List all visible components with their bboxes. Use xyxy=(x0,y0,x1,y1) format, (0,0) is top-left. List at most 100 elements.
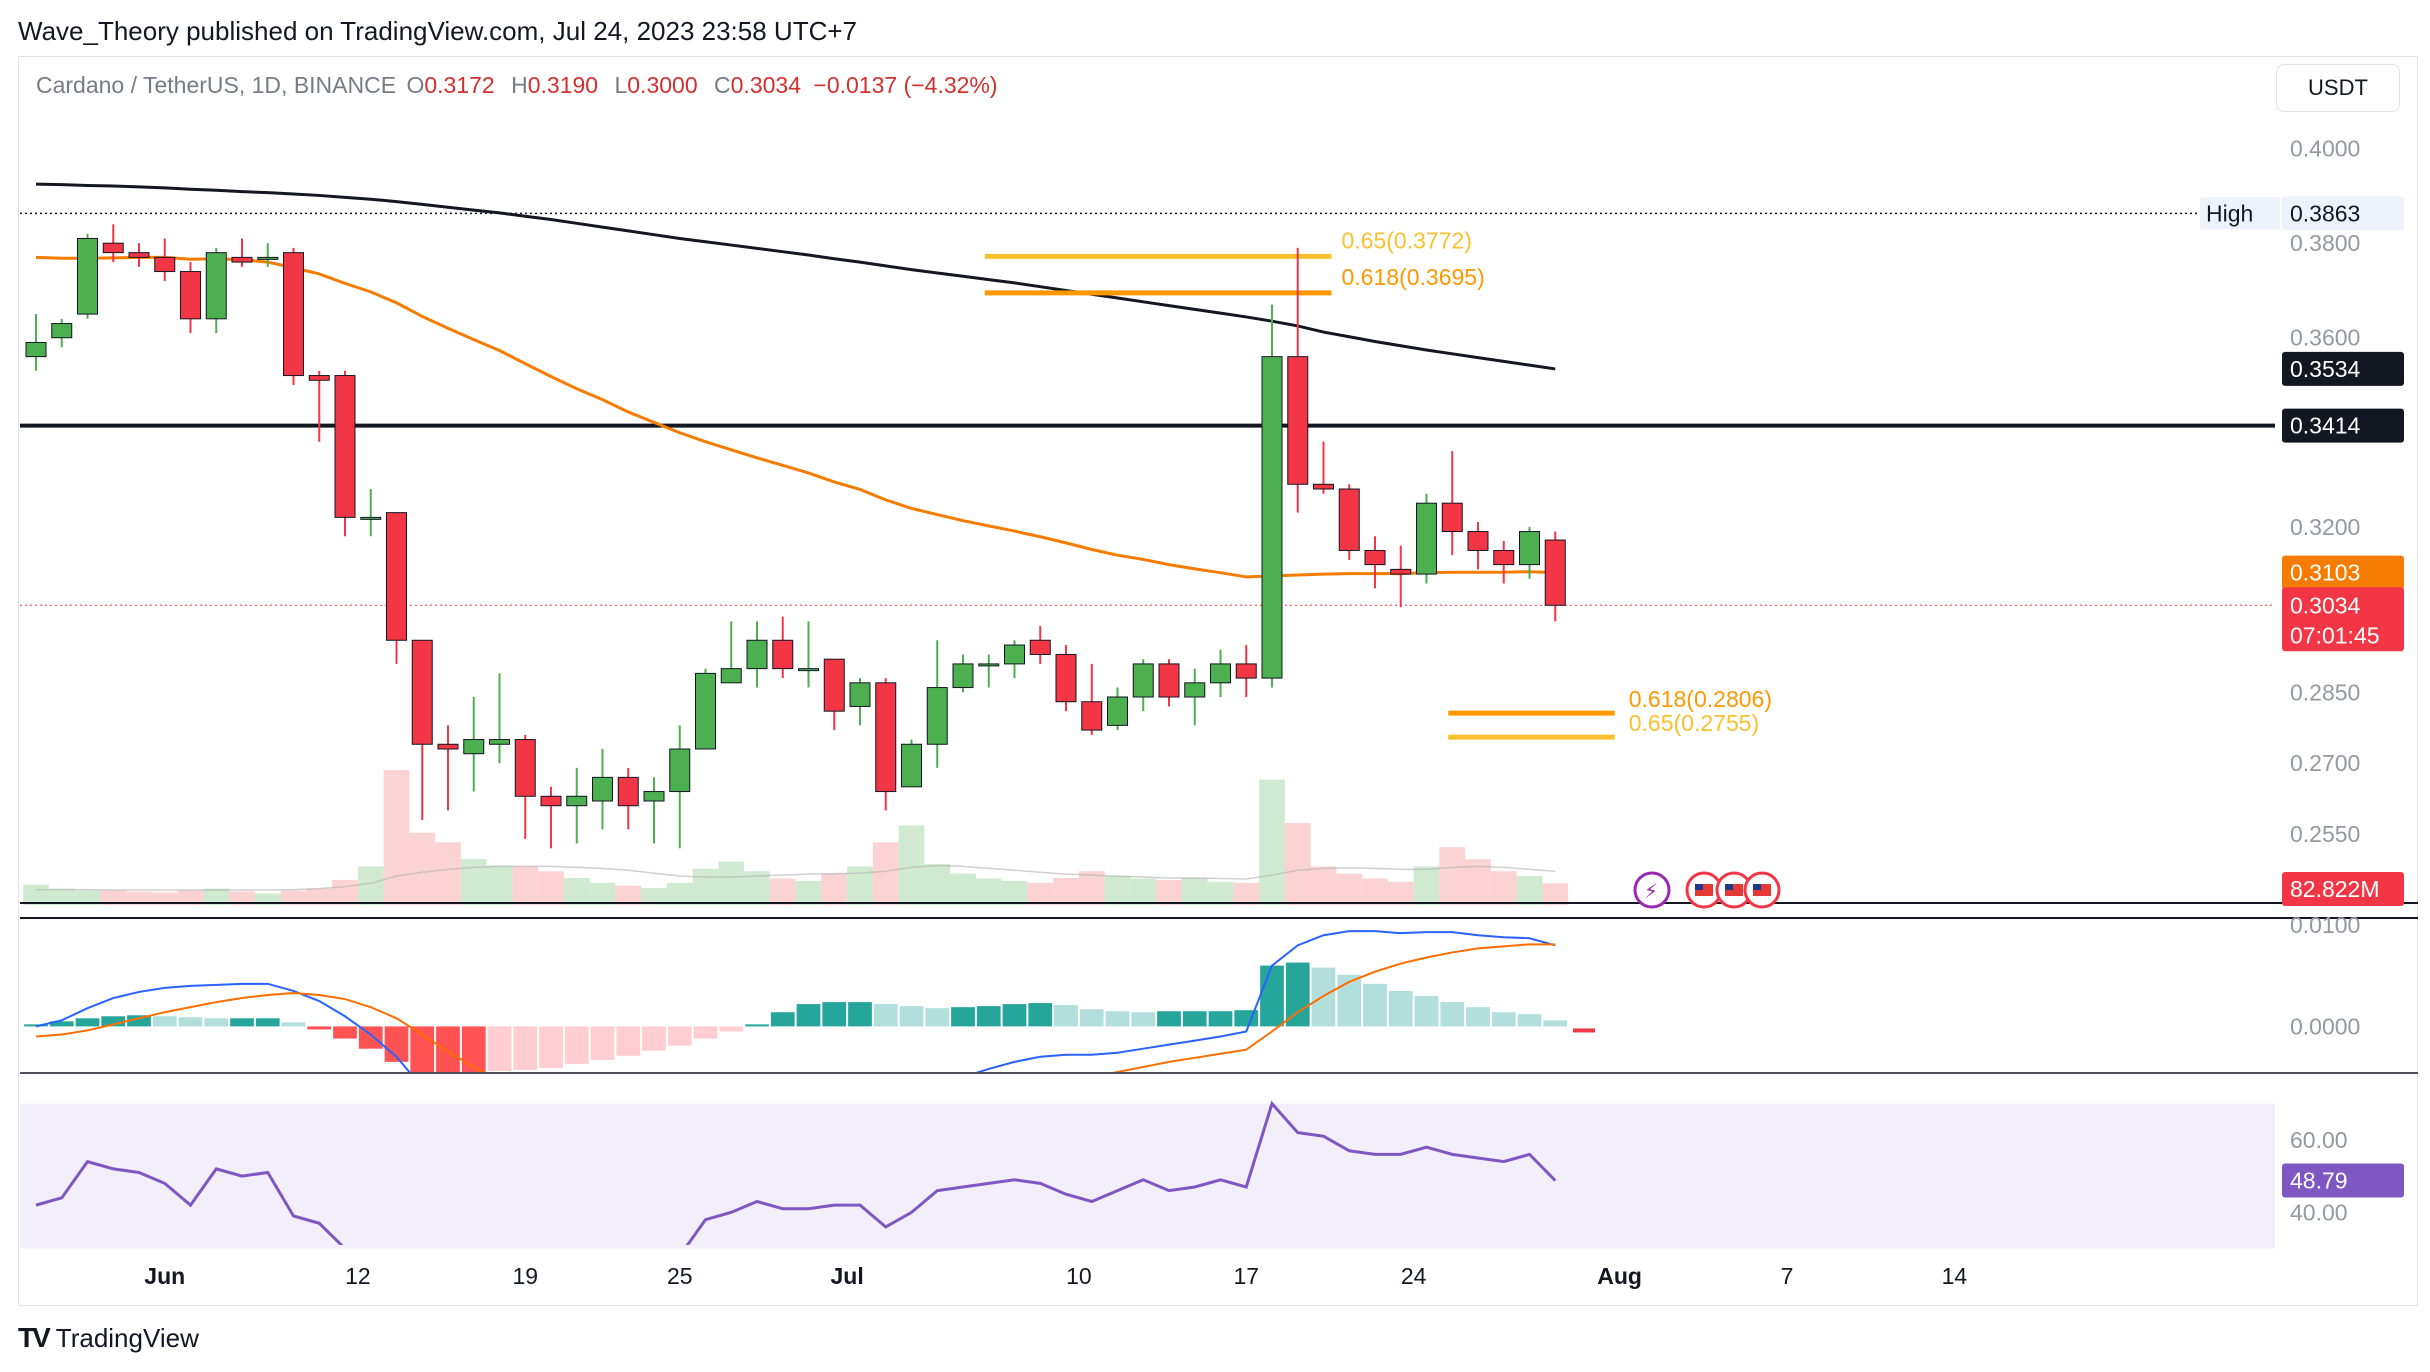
candle-body xyxy=(1519,531,1540,566)
volume-bar xyxy=(357,866,384,905)
candle-body xyxy=(1004,644,1025,665)
open-value: 0.3172 xyxy=(424,72,495,98)
candle-body xyxy=(540,795,562,807)
candle-body xyxy=(77,237,98,315)
macd-histogram-bar xyxy=(1285,962,1310,1027)
candle-body xyxy=(1467,531,1489,551)
rsi-tag-bg xyxy=(2282,1163,2404,1198)
close-value: 0.3034 xyxy=(730,72,801,98)
candle-body xyxy=(411,639,433,745)
macd-last-marker xyxy=(1573,1028,1595,1033)
publish-header: Wave_Theory published on TradingView.com… xyxy=(18,16,857,46)
volume-bar xyxy=(1542,883,1569,905)
volume-bar xyxy=(872,842,899,905)
flag-canton xyxy=(1725,884,1733,890)
volume-bar xyxy=(203,888,230,905)
candle-body xyxy=(1210,663,1231,684)
volume-bar xyxy=(538,871,564,905)
macd-histogram-bar xyxy=(822,1002,847,1027)
volume-bar xyxy=(229,891,255,905)
macd-histogram-bar xyxy=(976,1006,1001,1027)
candle-body xyxy=(180,271,201,320)
rsi-axis-tick: 60.00 xyxy=(2290,1127,2348,1153)
volume-bar xyxy=(23,884,49,905)
macd-histogram-bar xyxy=(487,1026,512,1071)
candle-body xyxy=(25,341,47,358)
close-price-tag: 0.3034 xyxy=(2290,592,2361,618)
volume-bar xyxy=(177,890,204,905)
sma-price-tag-bg xyxy=(2282,351,2404,386)
volume-bar xyxy=(1207,881,1234,905)
volume-bar xyxy=(1233,882,1260,905)
fib-level-label: 0.65(0.2755) xyxy=(1629,710,1759,736)
volume-bar xyxy=(615,885,642,905)
currency-button[interactable]: USDT xyxy=(2276,64,2400,112)
volume-bar xyxy=(1001,880,1028,905)
macd-histogram-bar xyxy=(178,1017,203,1027)
volume-bar xyxy=(1078,871,1105,905)
close-price-tag-bg xyxy=(2282,587,2404,652)
volume-bar xyxy=(1490,871,1517,905)
macd-histogram-bar xyxy=(719,1026,744,1032)
macd-histogram-bar xyxy=(848,1002,872,1027)
macd-histogram-bar xyxy=(1182,1011,1207,1027)
volume-bar xyxy=(1362,878,1388,905)
volume-bar xyxy=(1413,866,1440,905)
candle-body xyxy=(1441,502,1463,533)
volume-bar xyxy=(306,888,333,905)
time-axis-tick: 25 xyxy=(667,1263,693,1289)
macd-axis-tick: 0.0100 xyxy=(2290,912,2360,938)
tradingview-logo-icon: TV xyxy=(18,1322,51,1353)
volume-bar xyxy=(74,890,101,905)
candle-body xyxy=(386,512,407,641)
candle-body xyxy=(746,639,768,670)
volume-bar xyxy=(151,892,178,905)
low-value: 0.3000 xyxy=(627,72,698,98)
candle-body xyxy=(463,739,485,755)
time-axis-tick: 14 xyxy=(1942,1263,1968,1289)
macd-histogram-bar xyxy=(667,1026,692,1046)
candle-body xyxy=(926,687,948,745)
volume-bar xyxy=(692,868,719,905)
symbol-label: Cardano / TetherUS, 1D, BINANCE xyxy=(36,72,397,98)
macd-histogram-bar xyxy=(461,1026,486,1072)
volume-bar xyxy=(563,878,590,905)
brand-name: TradingView xyxy=(55,1322,199,1353)
countdown-timer: 07:01:45 xyxy=(2290,622,2380,648)
candle-body xyxy=(1029,639,1051,655)
high-tag-name: High xyxy=(2206,200,2253,226)
volume-bar xyxy=(1310,866,1337,905)
lightning-glyph: ⚡ xyxy=(1644,879,1658,903)
candle-body xyxy=(1390,568,1412,575)
volume-bar xyxy=(1387,881,1414,905)
volume-bar xyxy=(1156,879,1182,905)
candle-body xyxy=(669,748,691,793)
price-axis-tick: 0.2550 xyxy=(2290,821,2360,847)
macd-histogram-bar xyxy=(1363,983,1387,1027)
macd-histogram-bar xyxy=(642,1026,666,1051)
macd-histogram-bar xyxy=(1208,1011,1233,1027)
rsi-band xyxy=(20,1103,2275,1249)
candle-body xyxy=(205,252,227,320)
tradingview-brand[interactable]: TV TradingView xyxy=(18,1322,199,1354)
macd-histogram-bar xyxy=(358,1026,383,1049)
candle-body xyxy=(102,242,124,254)
macd-histogram-bar xyxy=(230,1018,254,1027)
macd-histogram-bar xyxy=(951,1007,975,1027)
candle-body xyxy=(720,668,742,684)
candle-body xyxy=(849,682,871,707)
close-key: C xyxy=(714,72,731,98)
time-axis-tick: 12 xyxy=(345,1263,371,1289)
ema-price-tag-bg xyxy=(2282,555,2404,590)
price-axis-tick: 0.3800 xyxy=(2290,230,2360,256)
macd-histogram-bar xyxy=(255,1018,280,1027)
macd-line xyxy=(35,930,1556,1072)
fib-level-label: 0.618(0.3695) xyxy=(1342,264,1485,290)
volume-ma-line xyxy=(36,864,1556,891)
macd-histogram-bar xyxy=(1388,990,1413,1027)
volume-bar xyxy=(512,866,539,905)
candle-body xyxy=(1544,539,1566,606)
macd-histogram-bar xyxy=(925,1008,950,1027)
macd-histogram-bar xyxy=(1054,1005,1078,1027)
